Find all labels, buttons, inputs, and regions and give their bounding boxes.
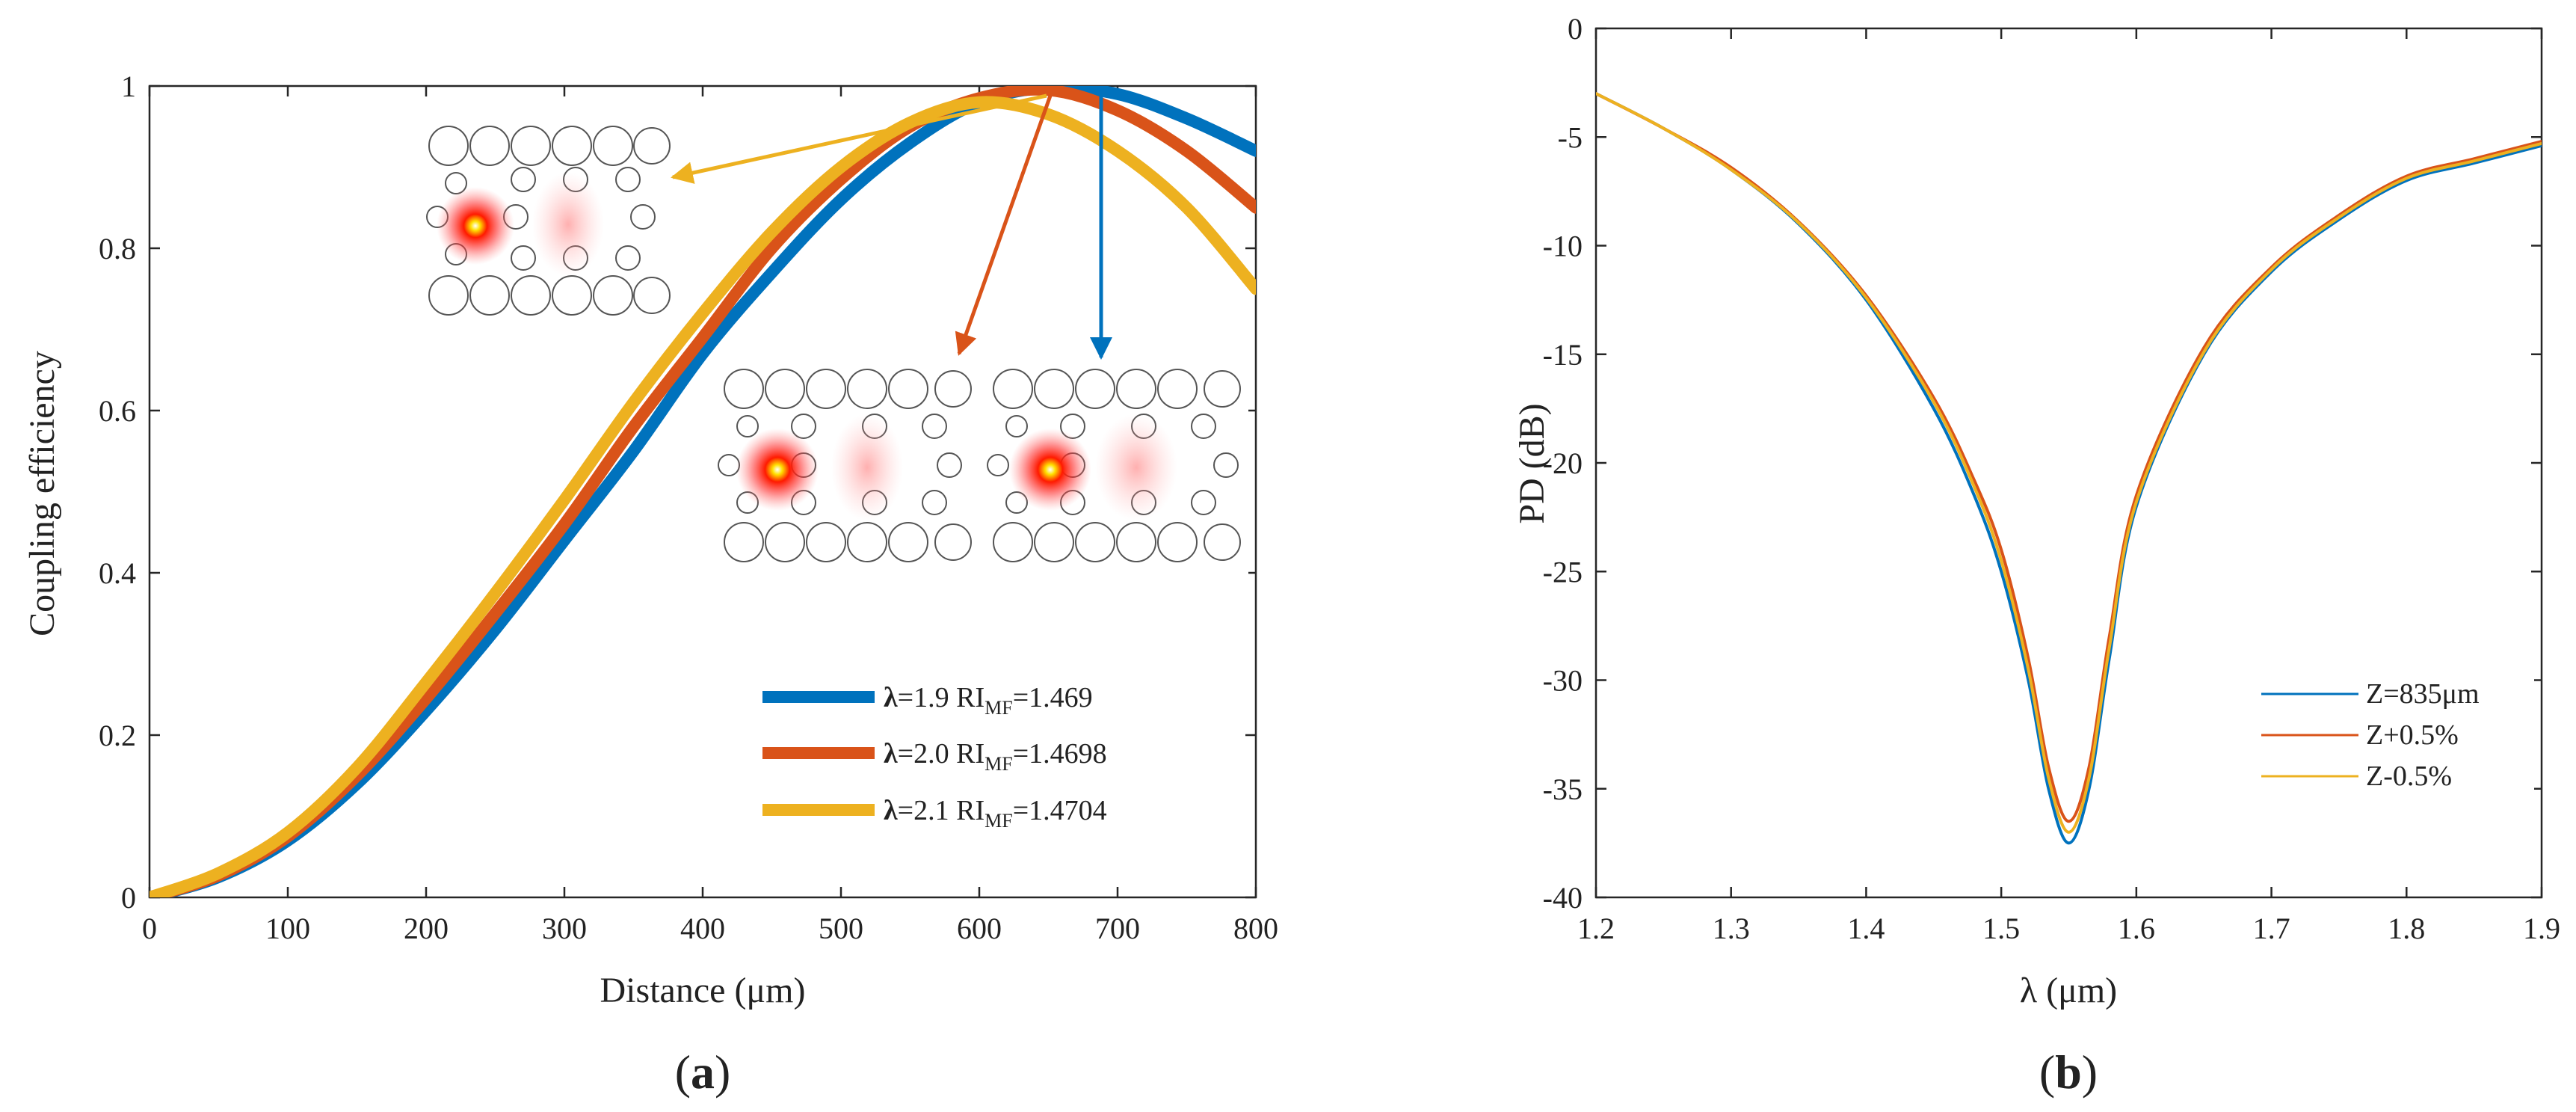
inset-top	[419, 123, 671, 333]
legend-label: λ=2.0 RIMF=1.4698	[884, 738, 1107, 775]
panel-b-ytick-label: -20	[1543, 446, 1583, 480]
legend-item-1: λ=2.0 RIMF=1.4698	[762, 738, 1107, 775]
panel-b-ytick-label: -10	[1543, 230, 1583, 263]
panel-a-xtick-label: 400	[680, 912, 725, 945]
panel-b-xtick-label: 1.7	[2253, 912, 2290, 945]
panel-a-ytick-label: 0.2	[99, 719, 136, 752]
panel-a-series	[150, 86, 1256, 897]
legend-label: Z-0.5%	[2366, 761, 2452, 792]
panel-b-ytick-label: 0	[1568, 12, 1583, 46]
panel-a-xtick-label: 600	[957, 912, 1002, 945]
panel-b-ylabel: PD (dB)	[1512, 403, 1552, 523]
panel-a-xtick-label: 100	[265, 912, 310, 945]
panel-a-xtick-label: 200	[404, 912, 449, 945]
legend-label: λ=1.9 RIMF=1.469	[884, 682, 1093, 719]
panel-b-ytick-label: -5	[1558, 120, 1583, 154]
panel-b-caption: (b)	[2039, 1045, 2098, 1099]
panel-a-xtick-label: 700	[1095, 912, 1140, 945]
panel-a-legend-box	[755, 654, 1204, 830]
panel-a-ylabel: Coupling efficiency	[22, 351, 62, 636]
panel-b-ytick-label: -25	[1543, 555, 1583, 589]
panel-a-ytick-label: 1	[121, 70, 136, 103]
panel-a-xtick-label: 0	[142, 912, 157, 945]
inset-top-mode-spot	[437, 187, 514, 265]
panel-b-ytick-label: -35	[1543, 772, 1583, 806]
panel-b-series-line-2	[1596, 92, 2542, 834]
legend-item-2: λ=2.1 RIMF=1.4704	[762, 795, 1107, 832]
panel-a-ytick-label: 0.4	[99, 556, 136, 590]
panel-b-xtick-label: 1.3	[1713, 912, 1750, 945]
panel-b-xtick-label: 1.6	[2118, 912, 2155, 945]
panel-a-xtick-label: 800	[1233, 912, 1278, 945]
panel-b-xlabel: λ (μm)	[2020, 971, 2117, 1010]
legend-item-2: Z-0.5%	[2261, 761, 2452, 792]
panel-a-xtick-label: 500	[819, 912, 863, 945]
panel-a-series-line-2	[150, 96, 1256, 897]
legend-item-1: Z+0.5%	[2261, 719, 2459, 751]
legend-label: λ=2.1 RIMF=1.4704	[884, 795, 1107, 832]
panel-b-xtick-label: 1.9	[2523, 912, 2560, 945]
panel-b-xtick-label: 1.8	[2388, 912, 2425, 945]
panel-a-xtick-label: 300	[542, 912, 587, 945]
panel-a-xlabel: Distance (μm)	[600, 971, 806, 1010]
panel-b-series	[1596, 92, 2542, 845]
inset-bottom-left	[718, 366, 976, 580]
panel-a-ytick-label: 0.8	[99, 232, 136, 265]
legend-item-0: Z=835μm	[2261, 678, 2480, 710]
arrow-to-inset-bottom-left	[955, 95, 1053, 356]
panel-b-chart: 1.2 1.3 1.4 1.5 1.6 1.7 1.8 1.9 0 -5 -10 -15 -20 -25 -…	[1512, 12, 2560, 1099]
panel-b-xtick-label: 1.2	[1577, 912, 1615, 945]
panel-b-legend: Z=835μm Z+0.5% Z-0.5%	[2254, 669, 2534, 800]
inset-top-holes	[426, 126, 671, 316]
legend-item-0: λ=1.9 RIMF=1.469	[762, 682, 1093, 719]
panel-b-ytick-label: -40	[1543, 881, 1583, 915]
panel-a-ticks: 0 100 200 300 400 500 600 700 800 0 0.2 0.4 0.6 0.8 1	[99, 70, 1278, 945]
panel-a-legend: λ=1.9 RIMF=1.469 λ=2.0 RIMF=1.4698 λ=2.1…	[755, 654, 1204, 832]
panel-b-ytick-label: -15	[1543, 338, 1583, 372]
panel-b-ticks: 1.2 1.3 1.4 1.5 1.6 1.7 1.8 1.9 0 -5 -10 -15 -20 -25 -…	[1543, 12, 2560, 945]
panel-b-xtick-label: 1.5	[1982, 912, 2020, 945]
panel-a-ytick-label: 0	[121, 881, 136, 915]
inset-bottom-right	[987, 366, 1248, 580]
panel-a-chart: 0 100 200 300 400 500 600 700 800 0 0.2 0.4 0.6 0.8 1	[22, 70, 1278, 1099]
legend-label: Z+0.5%	[2366, 719, 2459, 751]
arrow-to-inset-top	[671, 93, 1047, 184]
panel-b-xtick-label: 1.4	[1847, 912, 1885, 945]
panel-a-caption: (a)	[675, 1045, 731, 1099]
legend-label: Z=835μm	[2366, 678, 2480, 710]
panel-b-ytick-label: -30	[1543, 664, 1583, 698]
panel-a-ytick-label: 0.6	[99, 394, 136, 428]
